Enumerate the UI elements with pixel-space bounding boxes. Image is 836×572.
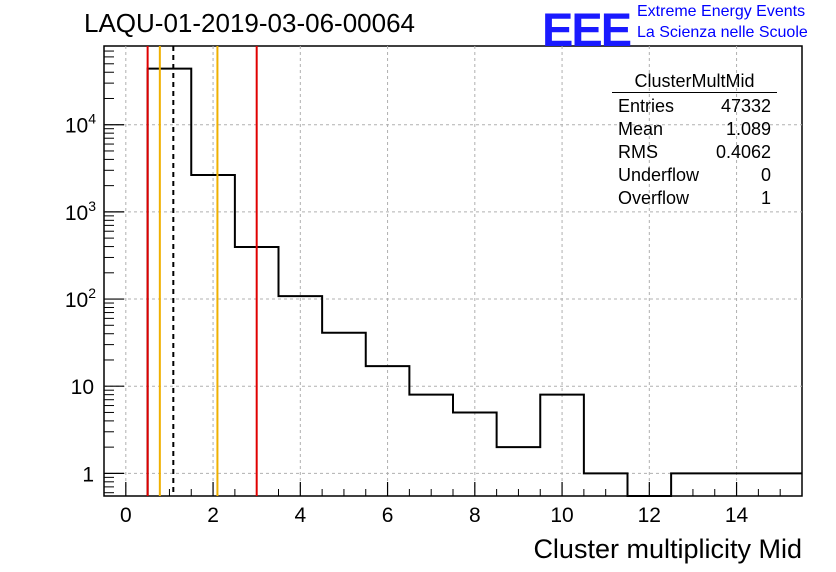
stats-label: Mean	[618, 119, 664, 139]
y-tick-base: 10	[65, 115, 88, 138]
histogram-bin	[584, 473, 628, 496]
y-tick-exponent: 2	[88, 285, 96, 301]
histogram-bin	[148, 69, 192, 496]
logo-line-1: Extreme Energy Events	[637, 3, 806, 20]
histogram-bin	[497, 447, 541, 496]
y-tick-label: 10	[71, 376, 94, 399]
y-tick-exponent: 4	[88, 111, 96, 127]
stats-value: 0	[760, 165, 771, 185]
histogram-bin	[540, 395, 584, 496]
stats-label: Overflow	[618, 188, 690, 208]
stats-row-mean: Mean 1.089	[612, 118, 777, 141]
y-tick-base: 10	[65, 289, 88, 312]
stats-row-entries: Entries 47332	[612, 95, 777, 118]
stats-row-underflow: Underflow 0	[612, 164, 777, 187]
stats-value: 1	[760, 188, 771, 208]
histogram-bin	[453, 412, 497, 496]
logo-line-2: La Scienza nelle Scuole	[637, 24, 808, 41]
stats-value: 1.089	[725, 119, 771, 139]
stats-row-rms: RMS 0.4062	[612, 141, 777, 164]
histogram-outline	[146, 67, 802, 497]
y-tick-label: 104	[65, 111, 96, 138]
stats-label: Underflow	[618, 165, 700, 185]
histogram-bin	[366, 366, 410, 496]
stats-label: Entries	[618, 96, 675, 116]
stats-value: 0.4062	[715, 142, 771, 162]
y-tick-base: 1	[82, 463, 94, 486]
y-tick-label: 103	[65, 198, 96, 225]
stats-box: ClusterMultMid Entries 47332 Mean 1.089 …	[612, 70, 777, 210]
stats-title-underline	[612, 92, 777, 93]
stats-value: 47332	[720, 96, 771, 116]
y-tick-label: 102	[65, 285, 96, 312]
stats-label: RMS	[618, 142, 658, 162]
x-tick-label: 8	[469, 504, 481, 527]
x-axis-label: Cluster multiplicity Mid	[533, 534, 802, 564]
eee-logo: EEE	[542, 3, 632, 56]
y-tick-base: 10	[65, 202, 88, 225]
x-tick-label: 14	[725, 504, 749, 527]
x-tick-label: 10	[550, 504, 573, 527]
x-tick-label: 2	[207, 504, 219, 527]
x-tick-label: 4	[294, 504, 306, 527]
histogram-bin	[191, 175, 235, 496]
histogram-bin	[671, 473, 802, 496]
x-tick-label: 6	[382, 504, 394, 527]
histogram-bin	[409, 395, 453, 496]
y-tick-label: 1	[82, 463, 94, 486]
histogram-bin	[279, 296, 323, 496]
y-tick-base: 10	[71, 376, 94, 399]
x-tick-label: 0	[120, 504, 132, 527]
histogram-bin	[322, 333, 366, 496]
stats-row-overflow: Overflow 1	[612, 187, 777, 210]
y-tick-exponent: 3	[88, 198, 96, 214]
x-tick-label: 12	[638, 504, 661, 527]
chart-title: LAQU-01-2019-03-06-00064	[84, 8, 415, 38]
stats-title: ClusterMultMid	[634, 71, 755, 91]
